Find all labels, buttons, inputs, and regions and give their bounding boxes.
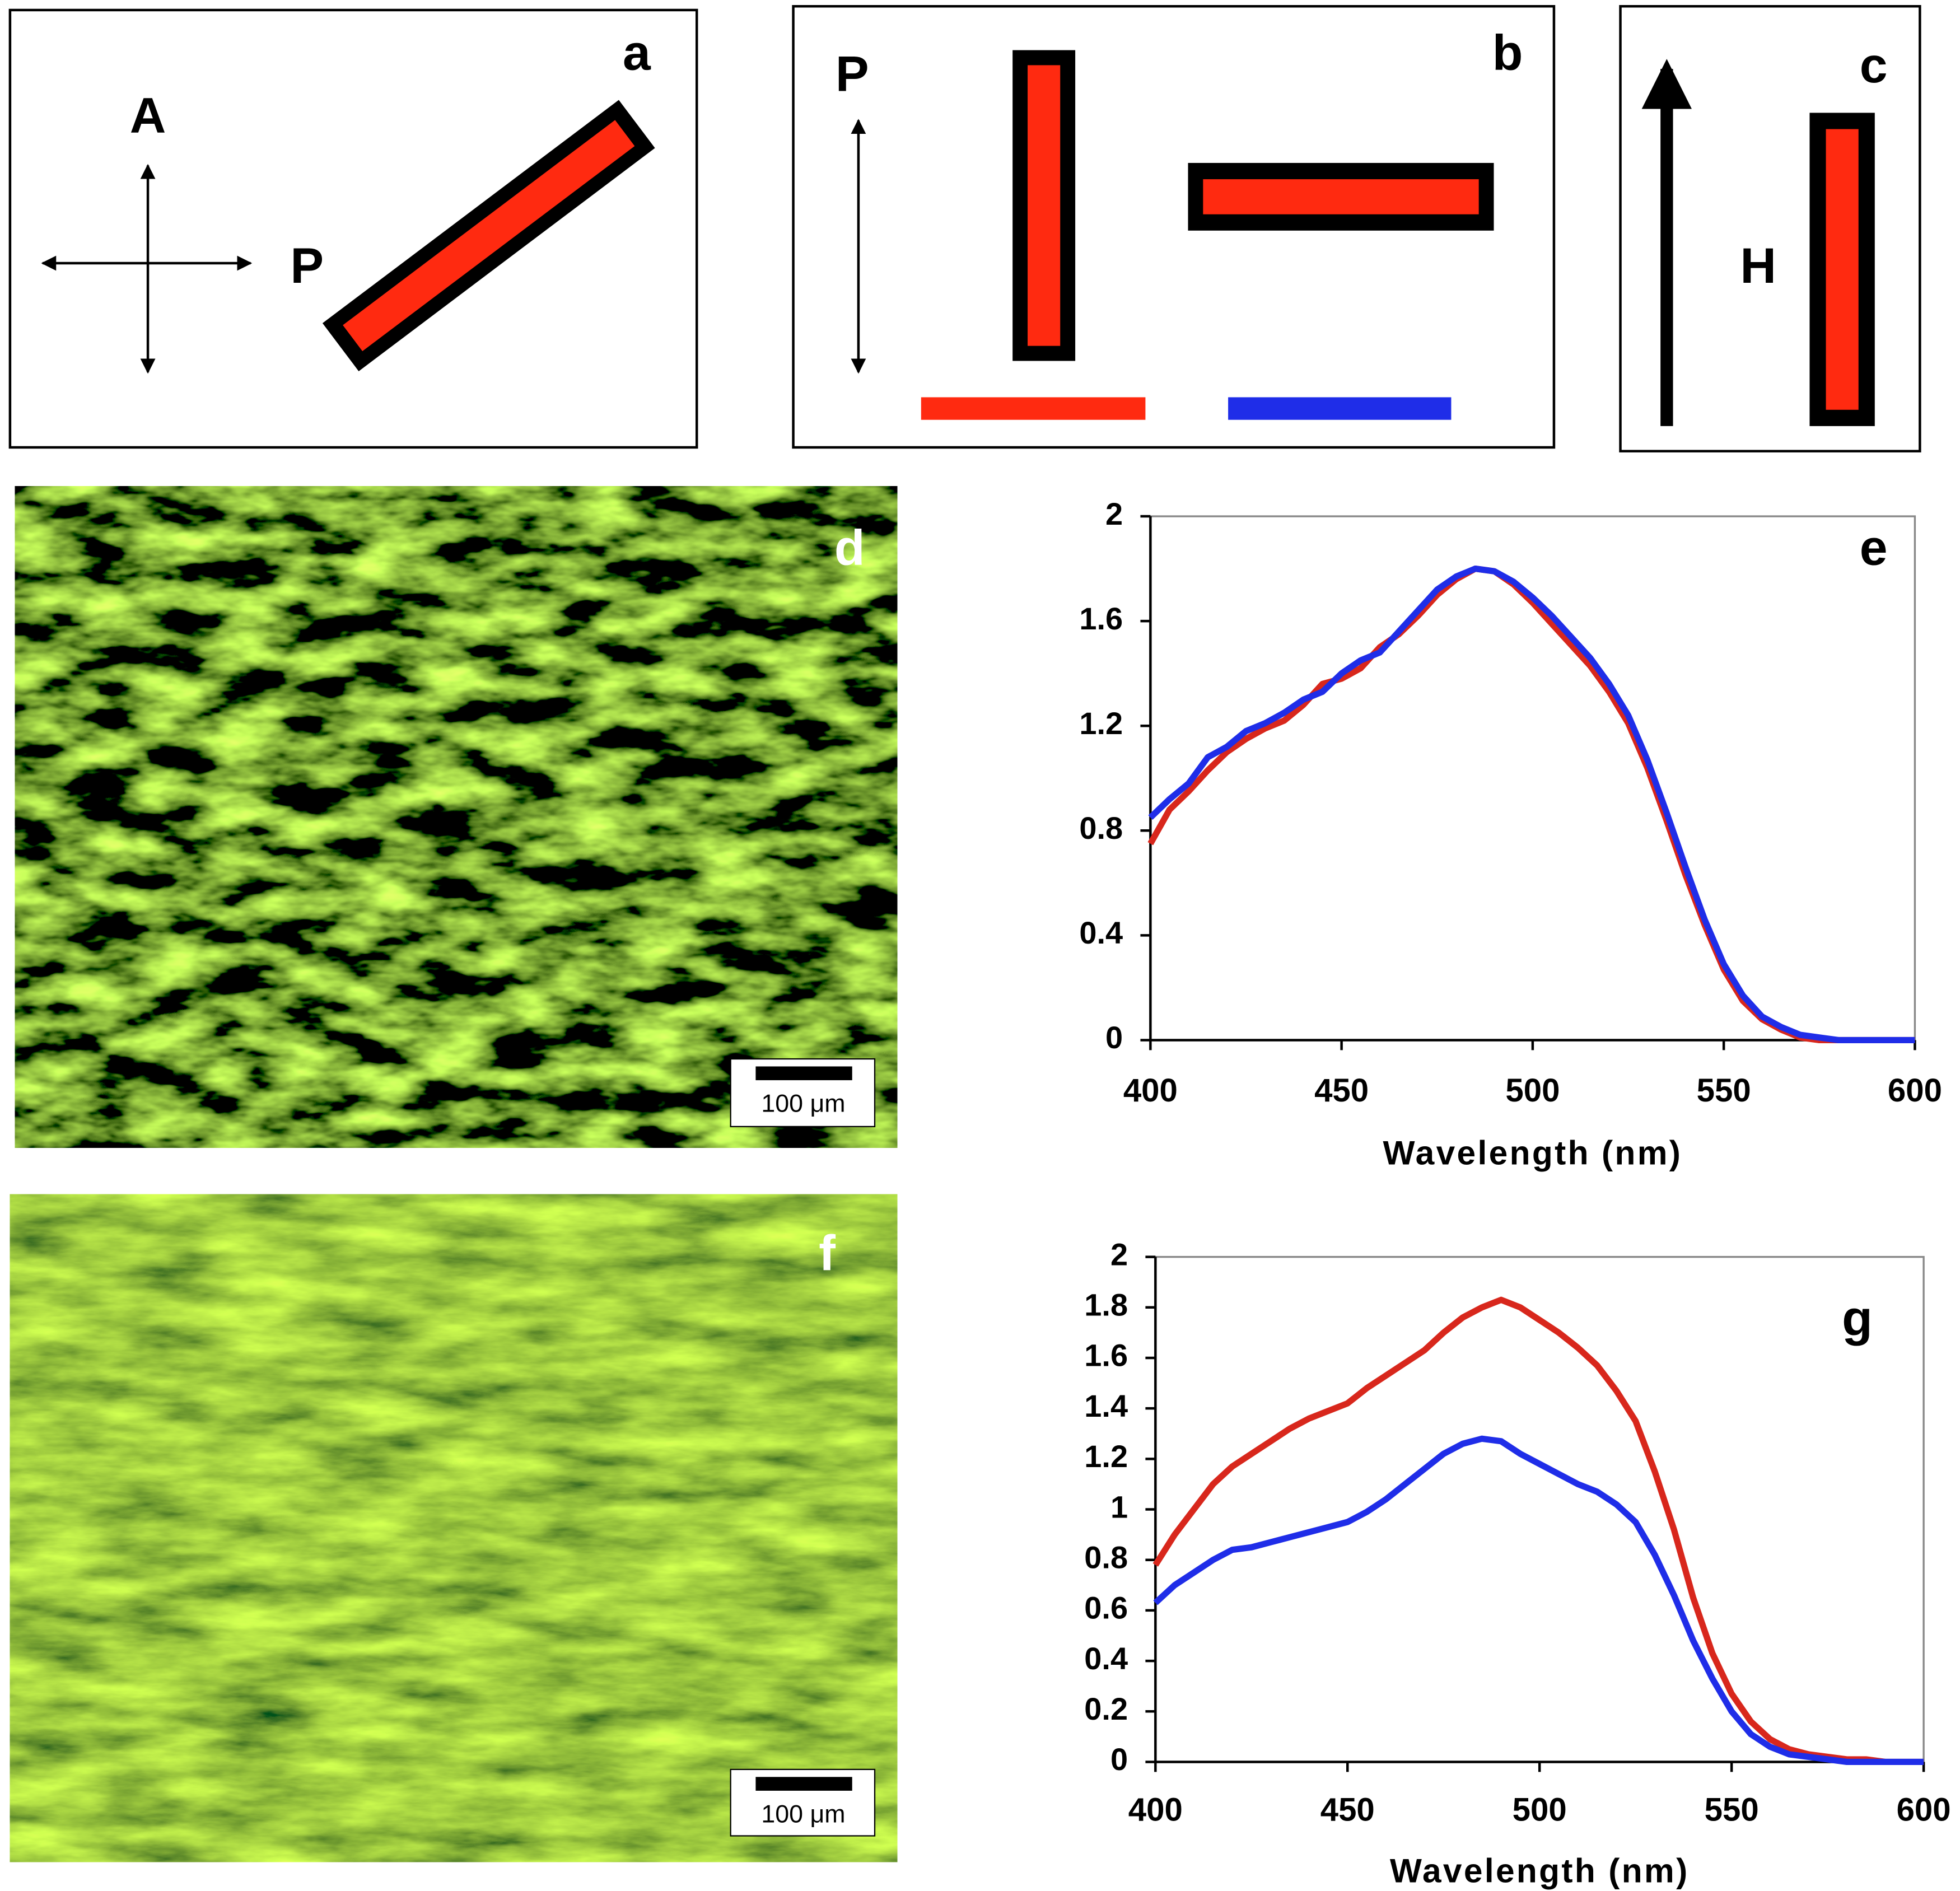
panel-label: d	[834, 519, 865, 575]
y-tick-label: 1.8	[1084, 1287, 1128, 1323]
polarizer-label: P	[290, 237, 324, 293]
y-tick-label: 1.2	[1079, 706, 1123, 741]
plot-frame	[1154, 1255, 1925, 1763]
y-tick-label: 0	[1110, 1741, 1128, 1777]
series-line	[1153, 1435, 1924, 1766]
sample-rod-core	[1028, 65, 1061, 346]
x-tick-label: 550	[1705, 1791, 1759, 1828]
y-tick-label: 0.6	[1084, 1590, 1128, 1626]
x-tick-label: 600	[1897, 1791, 1951, 1828]
sample-rod-core	[1826, 129, 1859, 410]
panel-label: g	[1842, 1290, 1873, 1346]
y-tick-label: 0	[1105, 1020, 1123, 1055]
y-tick-label: 2	[1110, 1236, 1128, 1272]
y-tick-label: 0.4	[1084, 1641, 1128, 1676]
panel-label: c	[1860, 37, 1888, 93]
y-tick-label: 1.4	[1084, 1388, 1128, 1423]
sample-rod-core	[1203, 179, 1479, 214]
x-tick-label: 400	[1128, 1791, 1183, 1828]
series-line	[1148, 565, 1915, 1044]
x-tick-label: 550	[1697, 1072, 1751, 1109]
x-tick-label: 450	[1314, 1072, 1369, 1109]
series-line	[1152, 1296, 1924, 1766]
x-tick-label: 500	[1505, 1072, 1560, 1109]
panel-label: f	[819, 1225, 836, 1281]
micrograph	[15, 486, 898, 1148]
x-axis-label: Wavelength (nm)	[1390, 1852, 1690, 1890]
panel-label: b	[1492, 24, 1523, 80]
x-tick-label: 600	[1888, 1072, 1942, 1109]
sample-rod	[322, 100, 655, 371]
series-line	[1147, 565, 1915, 1044]
y-tick-label: 0.2	[1084, 1691, 1128, 1726]
y-tick-label: 0.8	[1084, 1540, 1128, 1575]
micrograph	[10, 1194, 898, 1862]
y-tick-label: 1	[1110, 1489, 1128, 1524]
y-tick-label: 1.2	[1084, 1439, 1128, 1474]
x-tick-label: 450	[1320, 1791, 1375, 1828]
y-tick-label: 1.6	[1079, 601, 1123, 636]
polarizer-label: P	[836, 45, 869, 101]
y-tick-label: 0.4	[1079, 915, 1123, 950]
panel-label: a	[623, 24, 651, 80]
scale-bar-label: 100 μm	[761, 1090, 845, 1118]
color-key	[921, 397, 1146, 420]
color-key	[1228, 397, 1452, 420]
field-label: H	[1740, 237, 1776, 293]
scale-bar	[755, 1066, 852, 1081]
analyzer-label: A	[130, 87, 166, 143]
scale-bar-label: 100 μm	[761, 1800, 845, 1828]
panel-frame	[8, 8, 698, 449]
scale-bar	[755, 1777, 852, 1791]
x-axis-label: Wavelength (nm)	[1383, 1133, 1683, 1171]
x-tick-label: 400	[1123, 1072, 1178, 1109]
y-tick-label: 0.8	[1079, 810, 1123, 846]
y-tick-label: 2	[1105, 496, 1123, 531]
y-tick-label: 1.6	[1084, 1338, 1128, 1373]
x-tick-label: 500	[1513, 1791, 1567, 1828]
panel-label: e	[1860, 519, 1888, 575]
